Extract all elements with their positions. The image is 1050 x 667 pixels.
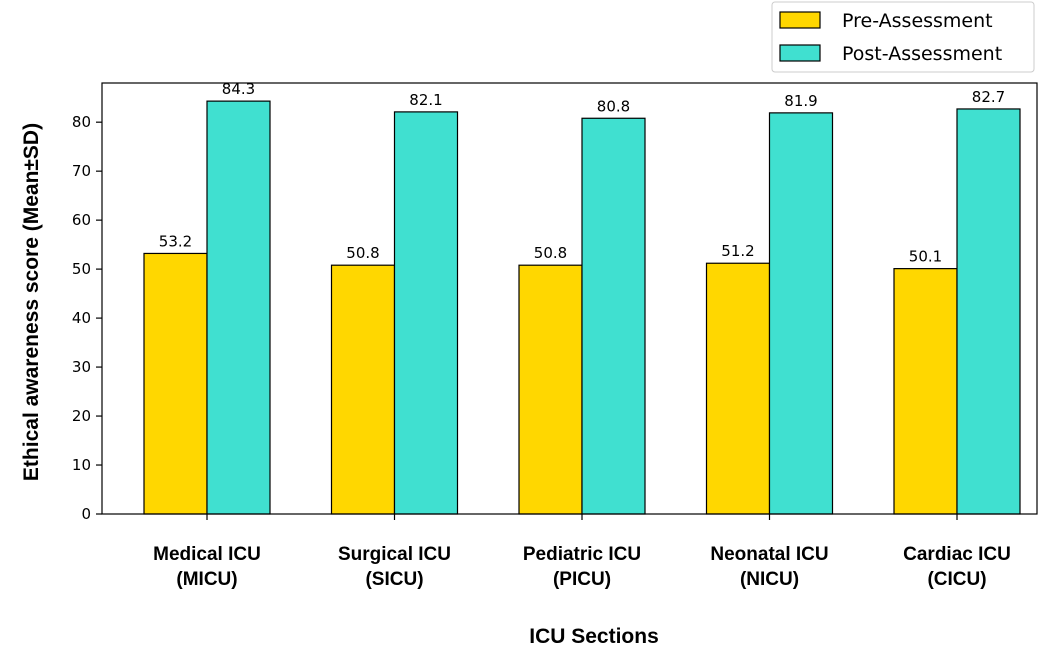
x-category-label: Surgical ICU bbox=[338, 544, 451, 565]
legend-label-pre-assessment: Pre-Assessment bbox=[842, 10, 993, 32]
x-category-label: (CICU) bbox=[927, 569, 986, 590]
x-category-label: (SICU) bbox=[365, 569, 423, 590]
x-axis-categories: Medical ICU (MICU) Surgical ICU (SICU) Pedia… bbox=[153, 514, 1011, 590]
bar-post-assessment-cardiac-icu bbox=[956, 108, 1021, 515]
legend-swatch-pre-assessment bbox=[779, 11, 821, 29]
bar-pre-assessment-pediatric-icu bbox=[518, 264, 583, 515]
legend-frame bbox=[771, 1, 1035, 73]
bar-pre-assessment-surgical-icu bbox=[330, 264, 396, 515]
y-tick-label: 50 bbox=[72, 260, 91, 278]
legend-swatch-post-assessment bbox=[779, 44, 821, 62]
x-category-label: (PICU) bbox=[553, 569, 611, 590]
x-category-label: Medical ICU bbox=[153, 544, 261, 565]
bar-pre-assessment-neonatal-icu bbox=[705, 262, 771, 515]
bar-value-label: 84.3 bbox=[222, 80, 255, 98]
y-tick-label: 60 bbox=[72, 211, 91, 229]
y-tick-label: 70 bbox=[72, 162, 91, 180]
y-tick-label: 0 bbox=[81, 505, 91, 523]
x-category-label: Neonatal ICU bbox=[710, 544, 828, 565]
bar-value-label: 53.2 bbox=[159, 232, 192, 250]
bar-value-labels: 53.2 84.3 50.8 82.1 50.8 80.8 51.2 81.9 50.1 82.7 bbox=[159, 80, 1005, 266]
bar-post-assessment-pediatric-icu bbox=[581, 117, 646, 515]
bar-value-label: 50.8 bbox=[346, 244, 379, 262]
y-tick-label: 40 bbox=[72, 309, 91, 327]
bar-value-label: 50.1 bbox=[909, 248, 942, 266]
bar-pre-assessment-medical-icu bbox=[143, 252, 208, 515]
legend-label-post-assessment: Post-Assessment bbox=[842, 43, 1002, 65]
x-category-label: (NICU) bbox=[740, 569, 799, 590]
bar-post-assessment-surgical-icu bbox=[393, 111, 459, 515]
x-axis-title: ICU Sections bbox=[529, 625, 659, 648]
plot-frame bbox=[101, 82, 1038, 515]
legend: Pre-Assessment Post-Assessment bbox=[771, 1, 1035, 73]
bar-value-label: 50.8 bbox=[534, 244, 567, 262]
bar-value-label: 81.9 bbox=[784, 92, 817, 110]
bar-value-label: 51.2 bbox=[721, 242, 754, 260]
bar-post-assessment-neonatal-icu bbox=[768, 112, 834, 515]
y-axis-ticks: 0 10 20 30 40 50 60 70 80 bbox=[72, 113, 102, 523]
y-tick-label: 30 bbox=[72, 358, 91, 376]
bar-value-label: 82.7 bbox=[972, 88, 1005, 106]
bar-value-label: 82.1 bbox=[409, 91, 442, 109]
x-category-label: Cardiac ICU bbox=[903, 544, 1011, 565]
y-axis-title: Ethical awareness score (Mean±SD) bbox=[20, 123, 43, 481]
y-tick-label: 10 bbox=[72, 456, 91, 474]
x-category-label: (MICU) bbox=[176, 569, 237, 590]
bars bbox=[143, 100, 1021, 515]
bar-value-label: 80.8 bbox=[597, 97, 630, 115]
y-tick-label: 20 bbox=[72, 407, 91, 425]
y-tick-label: 80 bbox=[72, 113, 91, 131]
bar-pre-assessment-cardiac-icu bbox=[893, 268, 958, 515]
bar-post-assessment-medical-icu bbox=[206, 100, 271, 515]
x-category-label: Pediatric ICU bbox=[523, 544, 641, 565]
